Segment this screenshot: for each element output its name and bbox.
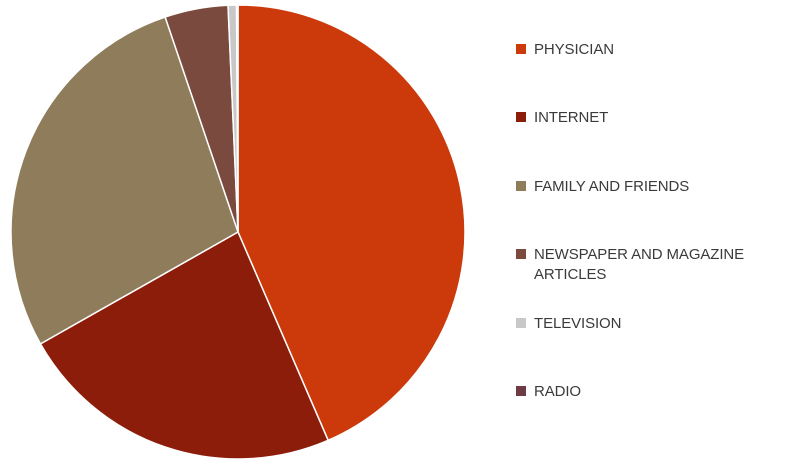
pie-slice-family-and-friends [10, 16, 239, 345]
legend-label-physician: PHYSICIAN [534, 41, 614, 58]
pie-slices [10, 4, 466, 460]
legend-label-television: TELEVISION [534, 315, 622, 332]
legend-item-television: TELEVISION [516, 314, 791, 334]
legend-swatch-family-and-friends [516, 181, 526, 191]
legend-label-internet: INTERNET [534, 109, 609, 126]
legend-swatch-radio [516, 386, 526, 396]
legend-label-family-and-friends: FAMILY AND FRIENDS [534, 178, 690, 195]
pie-plot-area [10, 4, 466, 460]
legend-item-internet: INTERNET [516, 108, 791, 128]
legend-item-family-and-friends: FAMILY AND FRIENDS [516, 177, 791, 197]
legend-swatch-physician [516, 44, 526, 54]
legend-item-newspaper-and-magazine-articles: NEWSPAPER AND MAGAZINE ARTICLES [516, 245, 791, 285]
legend-item-radio: RADIO [516, 382, 791, 402]
legend-label-radio: RADIO [534, 383, 582, 400]
legend: PHYSICIAN INTERNET FAMILY AND FRIENDS NE… [516, 0, 791, 461]
legend-swatch-television [516, 318, 526, 328]
legend-label-newspaper-and-magazine-articles: NEWSPAPER AND MAGAZINE ARTICLES [534, 246, 745, 283]
legend-item-physician: PHYSICIAN [516, 40, 791, 60]
legend-swatch-internet [516, 112, 526, 122]
pie-slice-physician [237, 4, 466, 442]
pie-slice-internet [39, 230, 330, 460]
pie-slice-radio [235, 4, 239, 233]
legend-swatch-newspaper-and-magazine-articles [516, 249, 526, 259]
